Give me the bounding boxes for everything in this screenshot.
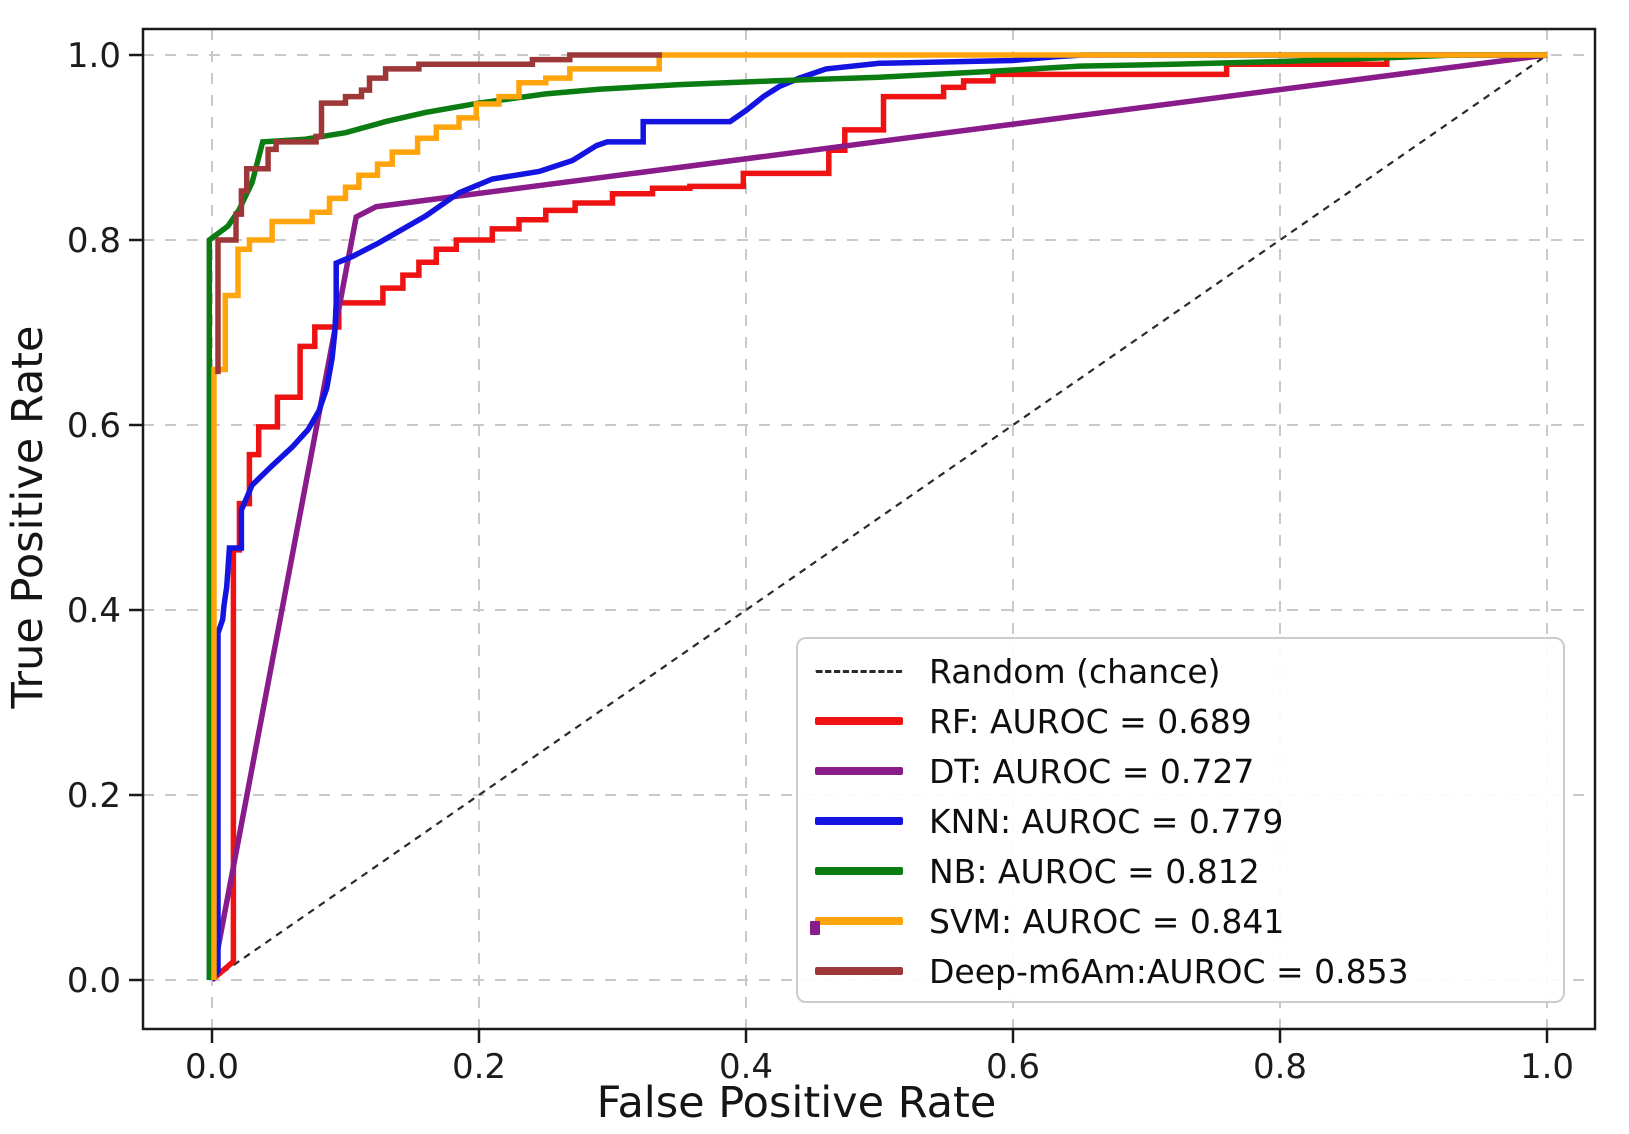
legend-item: Deep-m6Am:AUROC = 0.853 (798, 946, 1563, 996)
y-tick-label: 0.4 (67, 591, 121, 631)
legend-label: Random (chance) (929, 651, 1221, 691)
plot-border (141, 27, 1597, 1031)
line-swatch-icon (815, 917, 903, 925)
line-swatch-icon (815, 767, 903, 775)
legend-item: Random (chance) (798, 646, 1563, 696)
y-axis-label: True Positive Rate (3, 325, 53, 709)
legend-label: KNN: AUROC = 0.779 (929, 801, 1284, 841)
legend-label: RF: AUROC = 0.689 (929, 701, 1252, 741)
x-tick-label: 1.0 (1520, 1047, 1574, 1087)
y-tick-label: 0.0 (67, 961, 121, 1001)
roc-curve-knn (209, 52, 1547, 982)
x-tick-label: 0.8 (1253, 1047, 1307, 1087)
line-swatch-icon (815, 967, 903, 975)
x-tick-label: 0.4 (719, 1047, 773, 1087)
x-tick-label: 0.6 (986, 1047, 1040, 1087)
x-tick-label: 0.0 (185, 1047, 239, 1087)
legend-item: KNN: AUROC = 0.779 (798, 796, 1563, 846)
roc-curve-dt (209, 52, 1548, 981)
y-tick-label: 0.6 (67, 406, 121, 446)
legend: Random (chance) RF: AUROC = 0.689 DT: AURO… (796, 637, 1565, 1003)
legend-label: SVM: AUROC = 0.841 (929, 901, 1285, 941)
legend-label: NB: AUROC = 0.812 (929, 851, 1260, 891)
legend-item: NB: AUROC = 0.812 (798, 846, 1563, 896)
roc-curve-deep-m6am (215, 52, 662, 375)
legend-item: DT: AUROC = 0.727 (798, 746, 1563, 796)
roc-curve-random-chance- (211, 54, 1548, 981)
legend-label: DT: AUROC = 0.727 (929, 751, 1255, 791)
y-tick-label: 0.2 (67, 776, 121, 816)
y-tick-label: 0.8 (67, 221, 121, 261)
y-tick-label: 1.0 (67, 36, 121, 76)
dt-curve-artifact-mark (810, 921, 820, 935)
x-axis-label: False Positive Rate (596, 1078, 997, 1128)
legend-item: RF: AUROC = 0.689 (798, 696, 1563, 746)
line-swatch-icon (815, 717, 903, 725)
roc-curve-rf (210, 52, 1547, 983)
line-swatch-icon (815, 817, 903, 825)
dashed-line-swatch-icon (815, 669, 903, 673)
line-swatch-icon (815, 867, 903, 875)
legend-item: SVM: AUROC = 0.841 (798, 896, 1563, 946)
x-tick-label: 0.2 (452, 1047, 506, 1087)
legend-label: Deep-m6Am:AUROC = 0.853 (929, 951, 1409, 991)
roc-curve-svm (211, 52, 1547, 980)
